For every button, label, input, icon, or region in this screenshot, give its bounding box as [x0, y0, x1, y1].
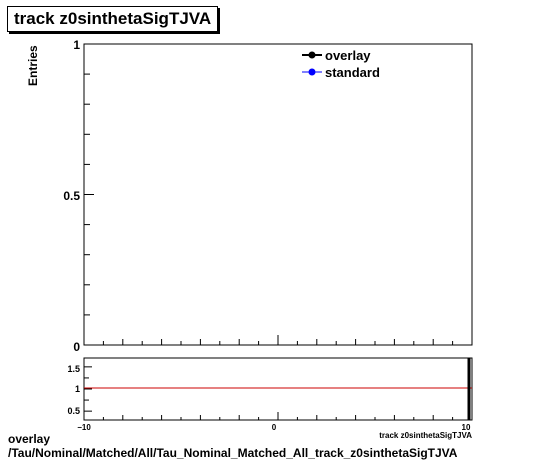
x-tick-label-0: 0	[272, 423, 277, 432]
legend: overlay standard	[302, 48, 380, 80]
footer-line-1: overlay	[8, 432, 51, 446]
footer-line-2: /Tau/Nominal/Matched/All/Tau_Nominal_Mat…	[8, 446, 458, 460]
legend-overlay-label: overlay	[325, 48, 371, 63]
main-plot-frame	[83, 43, 473, 346]
y-axis-title: Entries	[26, 45, 40, 86]
ratio-axis-ticks	[83, 366, 473, 420]
ratio-y-tick-label-1: 1	[75, 384, 80, 394]
ratio-y-tick-label-15: 1.5	[67, 364, 80, 374]
chart-title: track z0sinthetaSigTJVA	[7, 6, 219, 32]
ratio-y-tick-label-05: 0.5	[67, 406, 80, 416]
y-tick-label-1: 1	[73, 38, 80, 52]
x-tick-label-10: 10	[462, 423, 471, 432]
legend-standard-marker	[308, 68, 316, 76]
main-axis-ticks	[83, 43, 473, 346]
legend-standard-label: standard	[325, 65, 380, 80]
x-tick-label-minus10: −10	[77, 423, 91, 432]
y-tick-label-05: 0.5	[63, 189, 80, 203]
x-axis-title: track z0sinthetaSigTJVA	[379, 431, 472, 440]
legend-overlay-marker	[308, 51, 316, 59]
ratio-plot-frame	[83, 357, 473, 421]
y-tick-label-0: 0	[73, 340, 80, 354]
